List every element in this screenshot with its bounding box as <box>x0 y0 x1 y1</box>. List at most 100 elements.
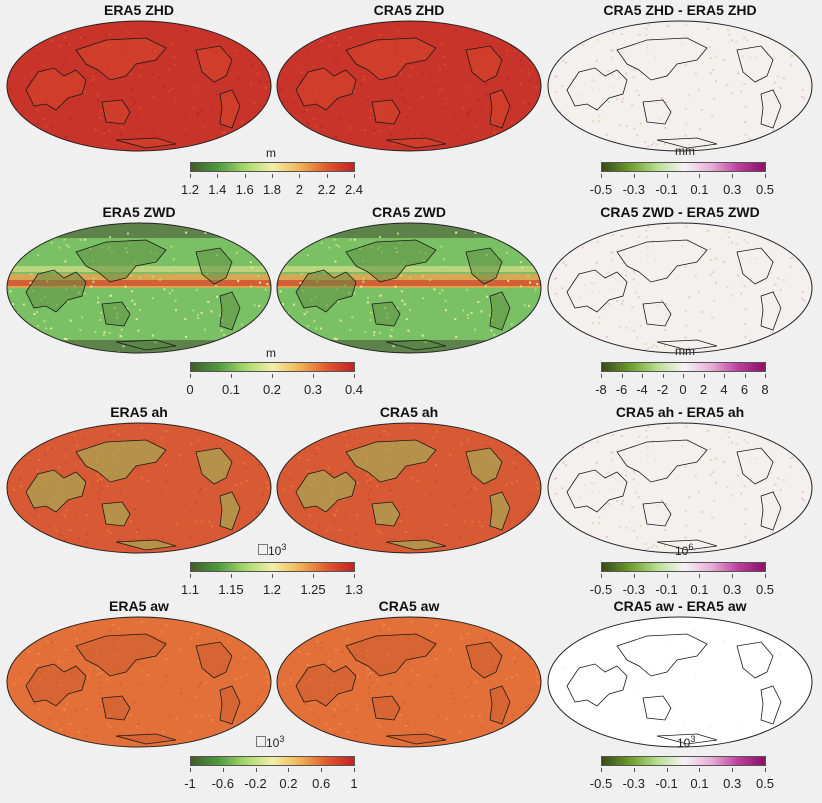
map-speckle <box>638 94 640 97</box>
map-speckle <box>744 523 746 526</box>
map-speckle <box>226 546 229 549</box>
map-speckle <box>369 671 372 674</box>
map-speckle <box>624 149 627 151</box>
map-speckle <box>46 230 49 233</box>
map-speckle <box>559 313 562 316</box>
map-speckle <box>581 446 584 449</box>
map-speckle <box>431 536 434 539</box>
map-speckle <box>607 271 610 274</box>
map-speckle <box>195 86 198 89</box>
map-speckle <box>353 36 356 39</box>
map-speckle <box>146 673 149 676</box>
map-era5-ah <box>6 422 272 554</box>
map-speckle <box>557 530 560 533</box>
map-speckle <box>792 456 795 459</box>
map-speckle <box>366 667 369 670</box>
coastline <box>465 45 503 83</box>
map-speckle <box>27 142 30 145</box>
map-speckle <box>42 68 45 71</box>
map-speckle <box>672 706 675 708</box>
map-speckle <box>29 80 32 83</box>
colorbar-zwd: m 0 0.1 0.2 0.3 0.4 <box>186 346 363 408</box>
map-speckle <box>647 23 650 26</box>
map-speckle <box>268 305 271 308</box>
map-speckle <box>7 540 9 543</box>
map-speckle <box>723 640 726 642</box>
map-speckle <box>329 728 332 731</box>
map-speckle <box>130 88 133 91</box>
map-speckle <box>151 297 154 300</box>
map-speckle <box>369 477 372 480</box>
map-speckle <box>337 98 340 101</box>
map-speckle <box>574 25 577 27</box>
map-speckle <box>533 643 536 646</box>
map-speckle <box>335 244 338 247</box>
map-speckle <box>62 521 65 524</box>
map-speckle <box>11 637 14 640</box>
map-speckle <box>660 299 663 302</box>
coastline <box>736 641 774 679</box>
map-speckle <box>625 124 628 127</box>
map-speckle <box>334 58 337 61</box>
map-speckle <box>7 701 10 704</box>
map-speckle <box>333 36 336 39</box>
map-speckle <box>585 21 588 23</box>
coastline <box>465 447 503 485</box>
coastline <box>760 291 782 331</box>
coastline <box>465 641 503 679</box>
map-speckle <box>257 443 259 445</box>
map-speckle <box>65 703 68 706</box>
map-speckle <box>528 102 531 105</box>
panel-title: ERA5 aw <box>109 598 169 614</box>
map-speckle <box>379 725 382 728</box>
map-speckle <box>284 718 287 721</box>
map-speckle <box>621 97 624 100</box>
colorbar-tick-label: 0.1 <box>690 582 709 597</box>
map-speckle <box>401 97 404 100</box>
map-speckle <box>321 144 324 147</box>
map-speckle <box>459 537 462 540</box>
map-speckle <box>804 512 807 515</box>
map-speckle <box>251 64 254 67</box>
map-speckle <box>645 229 648 232</box>
map-speckle <box>201 520 203 523</box>
map-speckle <box>195 695 198 698</box>
map-speckle <box>769 145 772 148</box>
map-speckle <box>467 438 469 441</box>
map-speckle <box>598 622 601 624</box>
map-speckle <box>555 292 558 295</box>
map-speckle <box>664 127 667 129</box>
map-speckle <box>610 458 613 461</box>
map-speckle <box>368 675 371 678</box>
colorbar-unit: 103 <box>677 734 696 750</box>
map-speckle <box>711 316 714 319</box>
map-speckle <box>523 622 526 625</box>
map-speckle <box>328 466 331 469</box>
map-outline <box>6 20 272 152</box>
map-speckle <box>563 137 566 140</box>
colorbar-ah-diff: 106 -0.5 -0.3 -0.1 0.1 0.3 0.5 <box>590 542 774 608</box>
map-speckle <box>100 311 103 314</box>
map-speckle <box>344 430 347 433</box>
map-speckle <box>211 525 213 528</box>
map-speckle <box>429 686 432 689</box>
map-speckle <box>711 114 714 117</box>
map-speckle <box>240 121 243 124</box>
map-speckle <box>699 128 702 131</box>
map-speckle <box>591 548 594 551</box>
map-speckle <box>175 309 177 312</box>
map-speckle <box>63 36 66 39</box>
map-speckle <box>184 318 187 321</box>
map-speckle <box>106 484 109 487</box>
map-speckle <box>265 675 268 678</box>
map-speckle <box>34 508 37 511</box>
colorbar-ticks: -1 -0.6 -0.2 0.2 0.6 1 <box>184 768 358 791</box>
map-speckle <box>64 514 66 517</box>
map-speckle <box>242 351 244 353</box>
map-speckle <box>388 489 391 492</box>
map-speckle <box>783 353 785 354</box>
map-speckle <box>445 107 447 110</box>
colorbar-tick-label: 0.3 <box>723 582 742 597</box>
map-speckle <box>527 274 530 277</box>
map-speckle <box>308 708 311 711</box>
